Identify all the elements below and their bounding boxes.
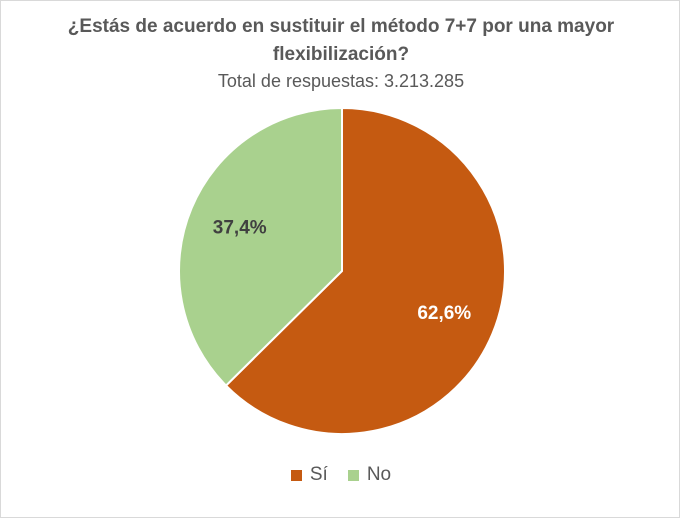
pie-slice-no — [178, 106, 343, 387]
legend-item-no: No — [347, 464, 392, 486]
chart-subtitle: Total de respuestas: 3.213.285 — [217, 71, 465, 91]
chart-legend: Sí No — [1, 464, 680, 486]
legend-item-si: Sí — [290, 464, 328, 486]
legend-label-no: No — [366, 464, 392, 485]
legend-swatch-no — [347, 469, 359, 481]
chart-title: ¿Estás de acuerdo en sustituir el método… — [67, 16, 615, 65]
pie-slice-si — [224, 106, 506, 435]
data-label-no: 37,4% — [213, 217, 267, 238]
data-label-si: 62,6% — [417, 303, 471, 324]
legend-swatch-si — [290, 469, 302, 481]
legend-label-si: Sí — [309, 464, 328, 485]
